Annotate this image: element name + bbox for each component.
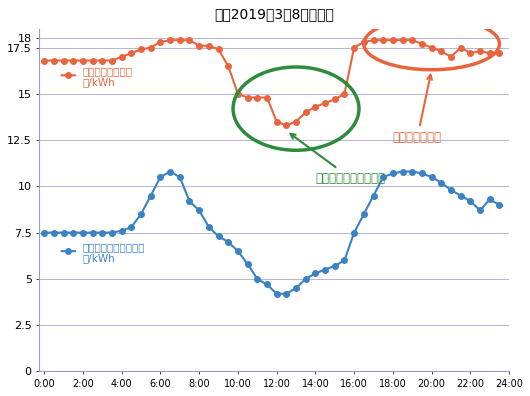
Text: ダイレクトパワー
円/kWh: ダイレクトパワー 円/kWh: [83, 66, 133, 88]
Text: 安い時間を選んで充電: 安い時間を選んで充電: [290, 134, 385, 185]
Title: 例）2019年3月8日の場合: 例）2019年3月8日の場合: [214, 7, 334, 21]
Text: 日本卸電力取引所価格
円/kWh: 日本卸電力取引所価格 円/kWh: [83, 242, 145, 263]
Text: 高い時間は放電: 高い時間は放電: [393, 75, 442, 144]
